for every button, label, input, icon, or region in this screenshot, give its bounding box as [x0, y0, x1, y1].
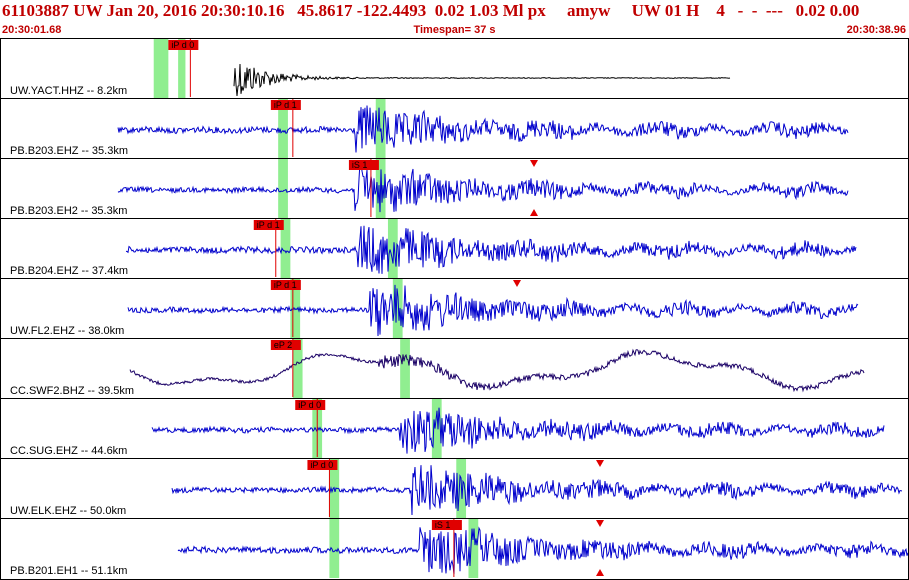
pick-label: eP 2: [274, 340, 292, 350]
pick-label: iP d 1: [274, 100, 297, 110]
waveform: [117, 161, 849, 213]
pick-label: iP d 1: [274, 280, 297, 290]
waveform: [177, 526, 909, 575]
trace-row[interactable]: iP d 0 UW.YACT.HHZ -- 8.2km: [0, 38, 909, 99]
waveform: [233, 63, 731, 97]
trace-row[interactable]: iP d 1 PB.B203.EHZ -- 35.3km: [0, 98, 909, 159]
analysis-window: [329, 519, 340, 578]
trace-row[interactable]: iP d 1 PB.B204.EHZ -- 37.4km: [0, 218, 909, 279]
start-time: 20:30:01.68: [2, 24, 62, 36]
station-label: CC.SUG.EHZ -- 44.6km: [10, 445, 127, 457]
pick-marker[interactable]: [348, 160, 379, 170]
pick-marker[interactable]: [270, 100, 301, 110]
station-label: UW.FL2.EHZ -- 38.0km: [10, 325, 124, 337]
station-label: PB.B203.EHZ -- 35.3km: [10, 145, 128, 157]
station-label: UW.ELK.EHZ -- 50.0km: [10, 505, 126, 517]
timespan-label: Timespan= 37 s: [413, 24, 496, 36]
analysis-window: [431, 399, 442, 458]
event-header: 61103887 UW Jan 20, 2016 20:30:10.16 45.…: [0, 0, 909, 38]
analysis-window: [153, 39, 169, 98]
analysis-window: [387, 219, 398, 278]
analysis-window: [292, 339, 303, 398]
waveform: [125, 225, 857, 274]
analysis-window: [278, 99, 288, 158]
pick-marker[interactable]: [307, 460, 338, 470]
trace-row[interactable]: iP d 0 UW.ELK.EHZ -- 50.0km: [0, 458, 909, 519]
station-label: CC.SWF2.BHZ -- 39.5km: [10, 385, 134, 397]
pick-label: iS 1: [352, 160, 368, 170]
station-label: PB.B203.EH2 -- 35.3km: [10, 205, 127, 217]
pick-label: iS 1: [435, 520, 451, 530]
event-summary-line: 61103887 UW Jan 20, 2016 20:30:10.16 45.…: [2, 1, 860, 20]
trace-row[interactable]: iS 1 PB.B201.EH1 -- 51.1km: [0, 518, 909, 579]
trace-row[interactable]: iP d 1 UW.FL2.EHZ -- 38.0km: [0, 278, 909, 339]
arrival-triangle-icon: [530, 160, 538, 167]
analysis-window: [280, 219, 291, 278]
trace-row[interactable]: iP d 0 CC.SUG.EHZ -- 44.6km: [0, 398, 909, 459]
pick-marker[interactable]: [270, 340, 301, 350]
station-label: PB.B204.EHZ -- 37.4km: [10, 265, 128, 277]
pick-marker[interactable]: [168, 40, 199, 50]
arrival-triangle-icon: [596, 569, 604, 576]
analysis-window: [178, 39, 186, 98]
trace-row[interactable]: iS 1 PB.B203.EH2 -- 35.3km: [0, 158, 909, 219]
arrival-triangle-icon: [513, 280, 521, 287]
arrival-triangle-icon: [530, 209, 538, 216]
waveform: [171, 465, 903, 516]
waveform: [129, 348, 865, 393]
analysis-window: [392, 279, 403, 338]
station-label: PB.B201.EH1 -- 51.1km: [10, 565, 127, 577]
analysis-window: [290, 279, 301, 338]
pick-marker[interactable]: [431, 520, 462, 530]
analysis-window: [278, 159, 288, 218]
analysis-window: [468, 519, 479, 578]
pick-label: iP d 0: [171, 40, 194, 50]
waveform: [151, 407, 885, 454]
arrival-triangle-icon: [596, 520, 604, 527]
end-time: 20:30:38.96: [846, 24, 906, 36]
pick-marker[interactable]: [295, 400, 326, 410]
waveform: [127, 284, 859, 337]
pick-marker[interactable]: [270, 280, 301, 290]
pick-label: iP d 0: [298, 400, 321, 410]
station-label: UW.YACT.HHZ -- 8.2km: [10, 85, 127, 97]
pick-label: iP d 0: [310, 460, 333, 470]
seismogram-panel[interactable]: iP d 0 UW.YACT.HHZ -- 8.2km iP d 1 PB.B203.…: [0, 38, 909, 580]
pick-marker[interactable]: [253, 220, 284, 230]
pick-label: iP d 1: [257, 220, 280, 230]
trace-row[interactable]: eP 2 CC.SWF2.BHZ -- 39.5km: [0, 338, 909, 399]
waveform: [117, 105, 849, 153]
analysis-window: [400, 339, 410, 398]
arrival-triangle-icon: [596, 460, 604, 467]
